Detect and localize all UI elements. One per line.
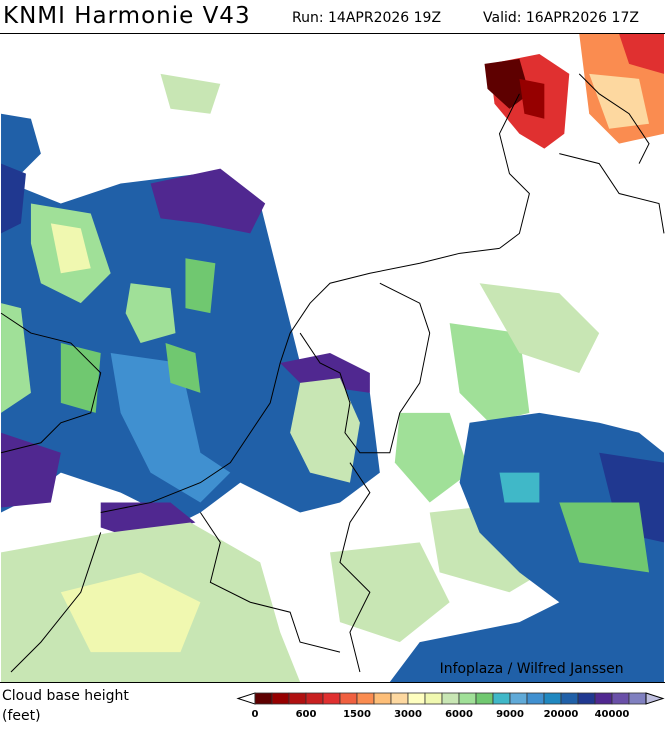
run-time: Run: 14APR2026 19Z [292, 10, 442, 26]
colorbar-swatch [441, 692, 460, 705]
colorbar-swatch [288, 692, 307, 705]
colorbar-tick-label: 20000 [544, 709, 579, 720]
cloud-base-map: Infoplaza / Wilfred Janssen [0, 33, 665, 683]
colorbar-swatch [356, 692, 375, 705]
colorbar-swatch [339, 692, 358, 705]
legend-title: Cloud base height (feet) [2, 686, 129, 726]
colorbar-over-triangle [645, 692, 665, 705]
map-credit: Infoplaza / Wilfred Janssen [440, 661, 624, 677]
valid-time: Valid: 16APR2026 17Z [483, 10, 639, 26]
colorbar-swatch [305, 692, 324, 705]
colorbar: 0 600 1500 3000 6000 9000 20000 40000 [236, 692, 665, 720]
colorbar-swatch [577, 692, 596, 705]
colorbar-under-triangle [236, 692, 256, 705]
legend-title-line1: Cloud base height [2, 688, 129, 704]
colorbar-swatch [509, 692, 528, 705]
colorbar-swatch [526, 692, 545, 705]
colorbar-tick-label: 3000 [394, 709, 422, 720]
colorbar-tick-label: 1500 [343, 709, 371, 720]
colorbar-swatch [594, 692, 613, 705]
colorbar-tick-label: 9000 [496, 709, 524, 720]
cloud-fields [1, 34, 664, 682]
page-title: KNMI Harmonie V43 [3, 3, 251, 29]
colorbar-tick-label: 6000 [445, 709, 473, 720]
colorbar-swatch [424, 692, 443, 705]
colorbar-swatch [492, 692, 511, 705]
colorbar-swatch [475, 692, 494, 705]
coastlines-borders [0, 73, 665, 673]
colorbar-swatch [407, 692, 426, 705]
colorbar-tick-label: 40000 [595, 709, 630, 720]
legend-title-line2: (feet) [2, 708, 41, 724]
colorbar-tick-label: 600 [296, 709, 317, 720]
colorbar-swatch [373, 692, 392, 705]
colorbar-swatch [543, 692, 562, 705]
colorbar-swatch [254, 692, 273, 705]
colorbar-swatch [271, 692, 290, 705]
colorbar-swatch [560, 692, 579, 705]
colorbar-swatch [611, 692, 630, 705]
colorbar-swatch [322, 692, 341, 705]
colorbar-swatch [458, 692, 477, 705]
colorbar-swatch [628, 692, 647, 705]
colorbar-swatch [390, 692, 409, 705]
colorbar-tick-label: 0 [252, 709, 259, 720]
